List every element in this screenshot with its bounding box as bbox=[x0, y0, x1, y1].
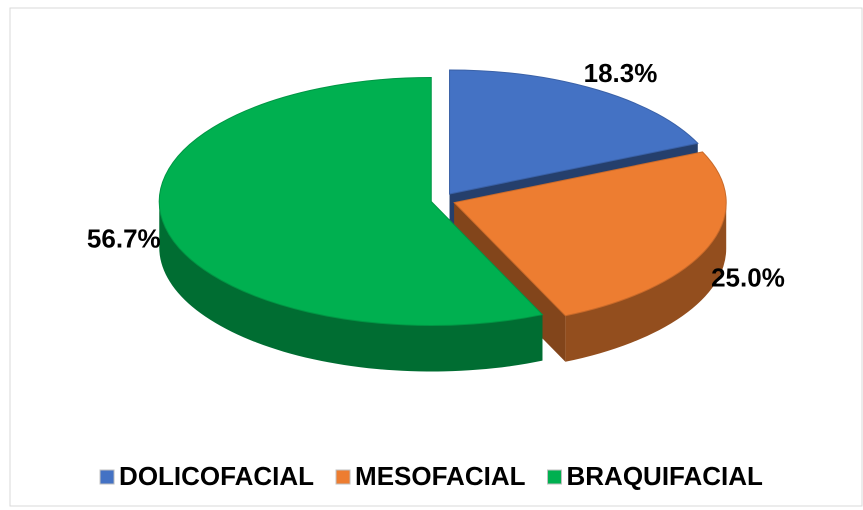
legend-swatch bbox=[547, 469, 563, 485]
legend-swatch bbox=[99, 469, 115, 485]
slice bbox=[449, 69, 699, 195]
data-label: 25.0% bbox=[711, 262, 785, 292]
slice bbox=[158, 77, 544, 326]
legend-label: BRAQUIFACIAL bbox=[567, 461, 764, 491]
slice bbox=[453, 151, 727, 317]
legend-label: MESOFACIAL bbox=[355, 461, 526, 491]
legend-label: DOLICOFACIAL bbox=[119, 461, 314, 491]
pie: 18.3% 25.0% 56.7% bbox=[87, 58, 785, 372]
slice-wall bbox=[159, 201, 543, 372]
slice-wall bbox=[565, 202, 727, 362]
legend: DOLICOFACIAL MESOFACIAL BRAQUIFACIAL bbox=[99, 461, 764, 491]
data-label: 56.7% bbox=[87, 224, 161, 254]
legend-swatch bbox=[335, 469, 351, 485]
data-label: 18.3% bbox=[584, 58, 658, 88]
